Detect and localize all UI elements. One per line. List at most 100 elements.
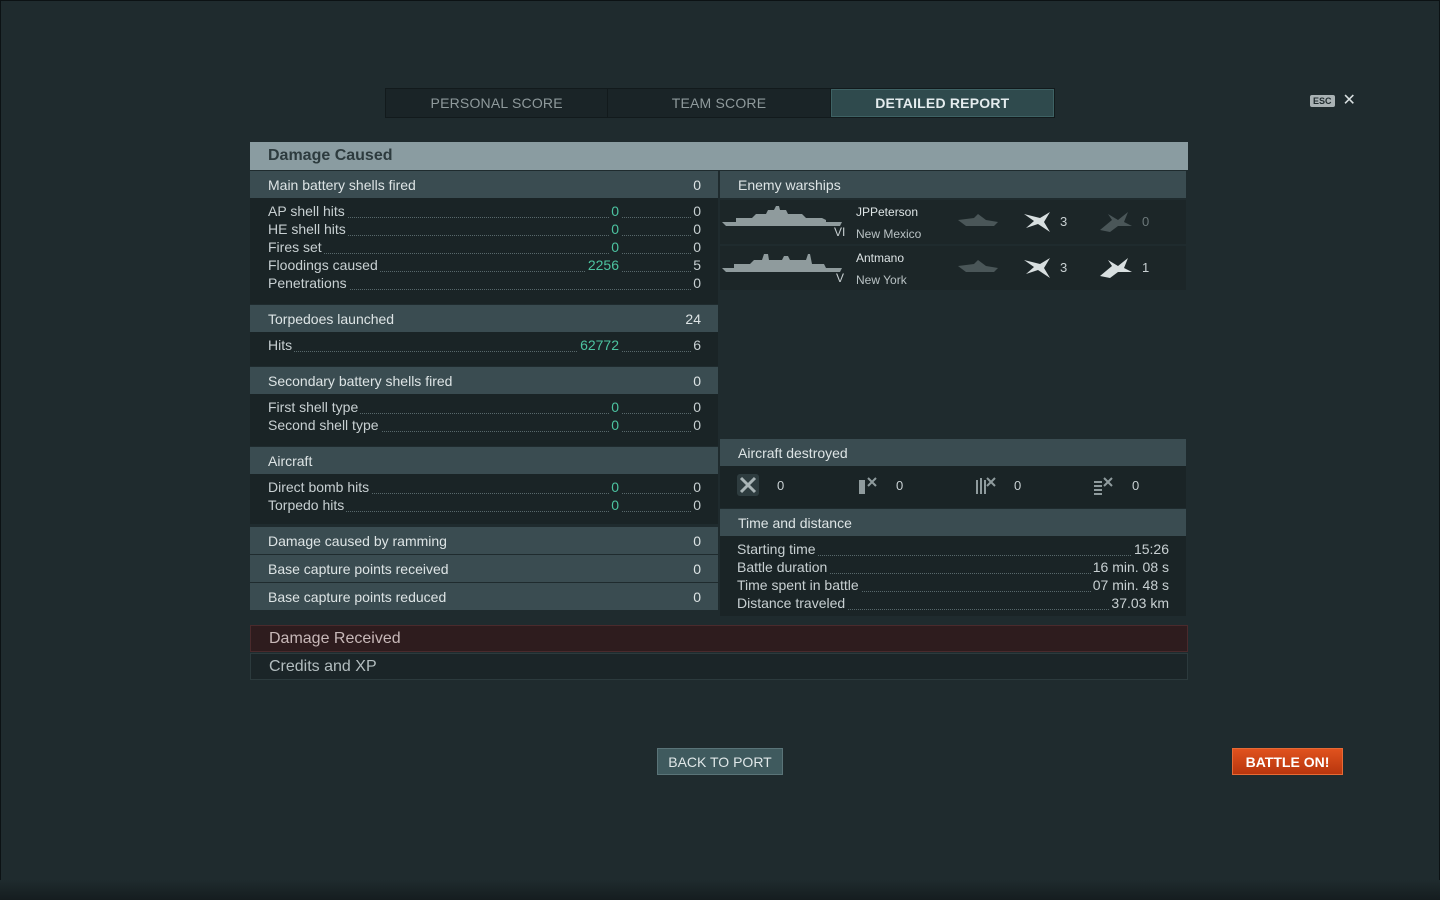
time-value: 07 min. 48 s [1090,577,1169,593]
stat-count: 0 [691,417,701,433]
damage-caused-header[interactable]: Damage Caused [250,142,1188,170]
damage-caused-title: Damage Caused [268,147,393,164]
ramming-row: Damage caused by ramming 0 [250,527,718,554]
tab-team-score[interactable]: TEAM SCORE [608,89,831,117]
time-label: Time spent in battle [737,577,861,593]
time-row-starting: Starting time 15:26 [737,541,1169,559]
stat-row-floodings: Floodings caused 2256 5 [268,257,701,275]
capture-reduced-row: Base capture points reduced 0 [250,583,718,610]
secondary-label: Secondary battery shells fired [268,372,453,389]
ship-destroyed-icon [1100,212,1132,232]
stat-row-torpedo-hits: Hits 62772 6 [268,337,701,355]
stat-row-ap: AP shell hits 0 0 [268,203,701,221]
player-name: JPPeterson [856,205,919,219]
credits-xp-label: Credits and XP [269,657,377,675]
ship-name: New York [856,273,907,287]
torpedoes-count: 24 [685,310,701,327]
time-label: Battle duration [737,559,830,575]
time-row-distance: Distance traveled 37.03 km [737,595,1169,613]
stat-damage: 2256 [585,257,621,273]
aircraft-destroyed-item: 0 [856,474,903,496]
battleship-silhouette-icon [722,254,842,272]
stat-label: Torpedo hits [268,497,347,513]
stat-damage: 0 [609,497,621,513]
stat-label: First shell type [268,399,361,415]
spotter-plane-icon [1094,477,1113,495]
main-battery-label: Main battery shells fired [268,176,416,193]
aircraft-destroyed-item: 0 [1092,474,1139,496]
damage-received-section[interactable]: Damage Received [250,625,1188,652]
main-battery-count: 0 [693,176,701,193]
time-row-duration: Battle duration 16 min. 08 s [737,559,1169,577]
back-to-port-button[interactable]: BACK TO PORT [657,748,783,775]
destroyed-count: 0 [1142,214,1150,229]
stat-count: 0 [691,203,701,219]
ship-destroyed-icon [1100,258,1132,278]
hits-count: 3 [1060,214,1068,229]
torpedo-bomber-icon [859,477,877,494]
stat-count: 0 [691,497,701,513]
capture-received-count: 0 [693,560,701,577]
stat-label: AP shell hits [268,203,347,219]
enemy-warships-header: Enemy warships [720,171,1186,198]
secondary-header: Secondary battery shells fired 0 [250,367,718,394]
aircraft-destroyed-item: 0 [974,474,1021,496]
stat-label: Hits [268,337,295,353]
esc-close[interactable]: ESC ✕ [1310,92,1356,109]
stat-damage: 0 [609,203,621,219]
aircraft-count: 0 [777,477,785,493]
stat-row-second-shell: Second shell type 0 0 [268,417,701,435]
ship-tier: V [836,271,845,285]
enemy-ship-row[interactable]: VI JPPeterson New Mexico 3 0 [720,200,1186,244]
stat-count: 0 [691,399,701,415]
stat-label: Floodings caused [268,257,380,273]
stat-label: HE shell hits [268,221,348,237]
stat-row-air-torpedo-hits: Torpedo hits 0 0 [268,497,701,515]
stat-count: 0 [691,479,701,495]
stat-row-penetrations: Penetrations 0 [268,275,701,293]
enemy-ship-row[interactable]: V Antmano New York 3 1 [720,246,1186,290]
stat-count: 0 [691,221,701,237]
capture-reduced-label: Base capture points reduced [268,588,447,605]
battle-on-button[interactable]: BATTLE ON! [1232,748,1343,775]
ramming-label: Damage caused by ramming [268,532,447,549]
aircraft-destroyed-header: Aircraft destroyed [720,439,1186,466]
stat-count: 5 [691,257,701,273]
stat-label: Penetrations [268,275,349,291]
tab-detailed-report[interactable]: DETAILED REPORT [830,89,1054,117]
battleship-silhouette-icon [722,206,842,226]
stat-row-first-shell: First shell type 0 0 [268,399,701,417]
stat-row-fires: Fires set 0 0 [268,239,701,257]
stat-damage: 62772 [578,337,621,353]
aircraft-header: Aircraft [250,447,718,474]
time-row-in-battle: Time spent in battle 07 min. 48 s [737,577,1169,595]
main-battery-header: Main battery shells fired 0 [250,171,718,198]
torpedoes-header: Torpedoes launched 24 [250,305,718,332]
stat-row-bomb-hits: Direct bomb hits 0 0 [268,479,701,497]
aircraft-count: 0 [1014,477,1022,493]
close-icon[interactable]: ✕ [1342,92,1356,109]
ramming-count: 0 [693,532,701,549]
aircraft-count: 0 [896,477,904,493]
capture-reduced-count: 0 [693,588,701,605]
aircraft-count: 0 [1132,477,1140,493]
credits-xp-section[interactable]: Credits and XP [250,653,1188,680]
ship-tier: VI [834,225,846,239]
aircraft-destroyed-panel [720,466,1186,508]
torpedo-hit-icon [1024,212,1050,232]
stat-damage: 0 [609,417,621,433]
stat-count: 6 [691,337,701,353]
stat-damage: 0 [609,221,621,237]
stat-count: 0 [691,275,701,291]
time-label: Distance traveled [737,595,848,611]
stat-label: Fires set [268,239,324,255]
esc-key-badge: ESC [1310,95,1335,107]
torpedo-hit-icon [1024,258,1050,278]
time-value: 16 min. 08 s [1090,559,1169,575]
damage-received-label: Damage Received [269,629,401,647]
time-label: Starting time [737,541,818,557]
ship-spotted-icon [958,214,998,226]
hits-count: 3 [1060,260,1068,275]
tab-personal-score[interactable]: PERSONAL SCORE [386,89,609,117]
player-name: Antmano [856,251,905,265]
